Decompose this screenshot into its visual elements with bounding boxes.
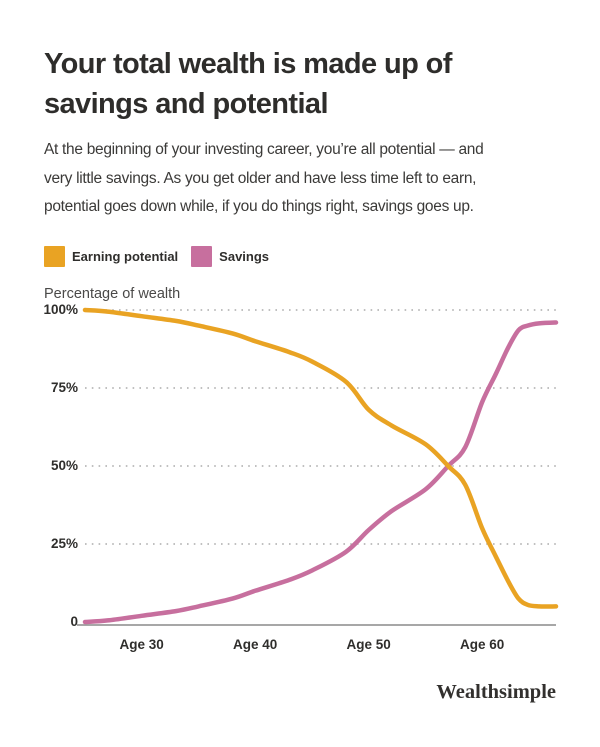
savings-swatch-icon (191, 246, 213, 267)
y-axis-labels: 100% 75% 50% 25% 0 (0, 0, 78, 747)
description-line-3: potential goes down while, if you do thi… (44, 198, 474, 215)
page-title-line-2: savings and potential (44, 88, 329, 120)
y-tick-label: 25% (50, 536, 78, 551)
page-title-line-1: Your total wealth is made up of (44, 48, 452, 80)
legend-item-earning-potential: Earning potential (44, 246, 178, 267)
y-axis-title: Percentage of wealth (44, 286, 181, 302)
series-line-earning-potential (82, 307, 559, 609)
description-line-1: At the beginning of your investing caree… (44, 141, 484, 158)
legend-item-savings: Savings (191, 246, 269, 267)
y-tick-label: 100% (43, 302, 78, 317)
x-tick-label: Age 50 (346, 637, 391, 652)
wealthsimple-logo: Wealthsimple (436, 681, 556, 703)
x-tick-label: Age 60 (460, 637, 505, 652)
page-description: At the beginning of your investing caree… (44, 136, 484, 222)
series-line-savings (82, 320, 559, 625)
y-tick-label: 50% (50, 458, 78, 473)
x-tick-label: Age 30 (119, 637, 164, 652)
y-tick-label: 75% (50, 380, 78, 395)
earning-potential-swatch-icon (44, 246, 65, 267)
x-tick-label: Age 40 (233, 637, 278, 652)
chart-legend: Earning potential Savings (44, 246, 269, 267)
legend-label-savings: Savings (219, 249, 270, 264)
description-line-2: very little savings. As you get older an… (44, 169, 477, 187)
legend-label-earning-potential: Earning potential (72, 249, 179, 264)
y-tick-label: 0 (70, 614, 78, 629)
page-title: Your total wealth is made up of savings … (44, 44, 452, 124)
